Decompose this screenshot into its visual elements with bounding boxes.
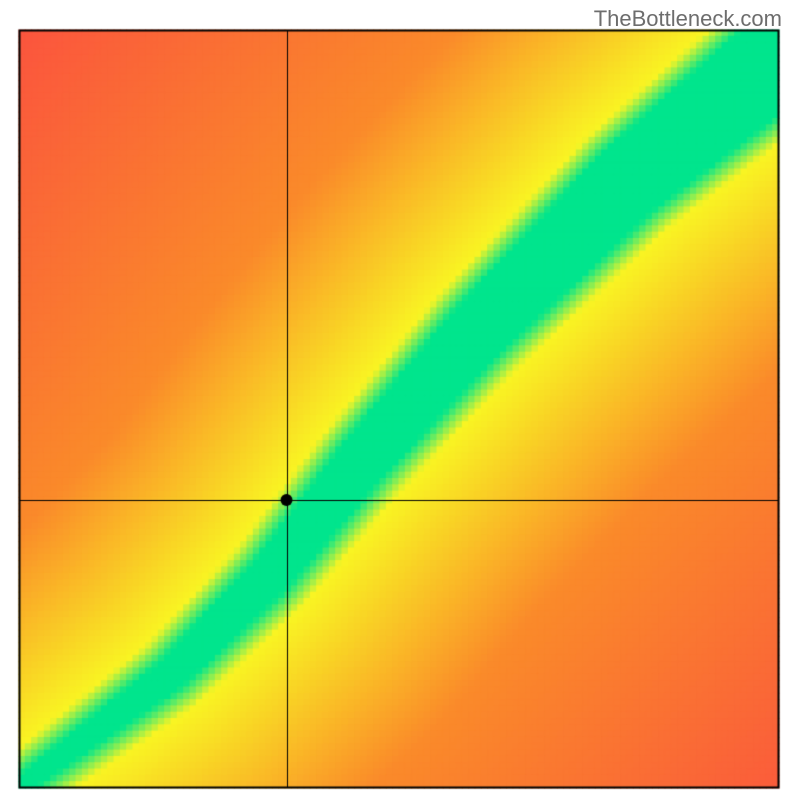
chart-container: TheBottleneck.com [0, 0, 800, 800]
bottleneck-heatmap [0, 0, 800, 800]
watermark-text: TheBottleneck.com [594, 6, 782, 32]
